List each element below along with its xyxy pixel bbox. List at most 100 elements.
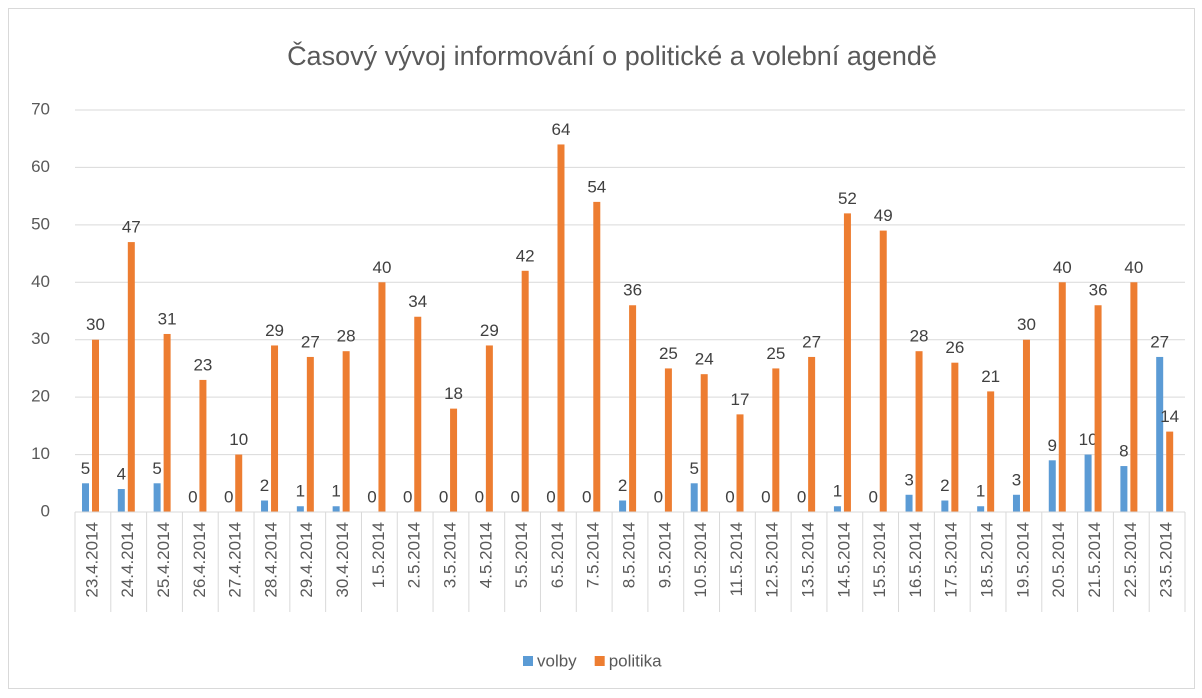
data-label: 54 xyxy=(587,177,606,196)
x-tick-label: 19.5.2014 xyxy=(1013,522,1032,598)
bar xyxy=(261,500,269,512)
data-label: 31 xyxy=(158,309,177,328)
y-tick-label: 30 xyxy=(31,329,50,348)
bar xyxy=(664,368,672,512)
x-tick-label: 16.5.2014 xyxy=(906,522,925,598)
legend-swatch xyxy=(523,656,533,666)
bar xyxy=(414,316,422,512)
x-tick-label: 12.5.2014 xyxy=(763,522,782,598)
x-tick-label: 27.4.2014 xyxy=(226,522,245,598)
bar xyxy=(127,242,135,513)
data-label: 29 xyxy=(480,321,499,340)
bar xyxy=(1156,356,1164,512)
data-label: 5 xyxy=(689,459,698,478)
x-tick-label: 23.4.2014 xyxy=(82,522,101,598)
data-label: 10 xyxy=(229,430,248,449)
data-label: 0 xyxy=(367,487,376,506)
bar xyxy=(1120,466,1128,512)
y-tick-label: 0 xyxy=(41,501,50,520)
y-tick-label: 70 xyxy=(31,99,50,118)
legend-label: volby xyxy=(537,651,577,670)
bar xyxy=(619,500,627,512)
data-label: 10 xyxy=(1079,430,1098,449)
legend-swatch xyxy=(594,656,605,666)
bar xyxy=(485,345,493,512)
data-label: 0 xyxy=(582,487,591,506)
data-label: 0 xyxy=(475,487,484,506)
x-tick-label: 8.5.2014 xyxy=(619,522,638,588)
x-tick-label: 7.5.2014 xyxy=(584,522,603,588)
x-tick-label: 1.5.2014 xyxy=(369,522,388,588)
bar xyxy=(557,144,565,512)
x-tick-label: 26.4.2014 xyxy=(190,522,209,598)
x-tick-label: 25.4.2014 xyxy=(154,522,173,598)
data-label: 2 xyxy=(260,476,269,495)
bar xyxy=(271,345,279,512)
data-label: 1 xyxy=(331,482,340,501)
x-tick-label: 30.4.2014 xyxy=(333,522,352,598)
x-tick-label: 20.5.2014 xyxy=(1049,522,1068,598)
bar xyxy=(1058,282,1066,512)
bar xyxy=(977,506,985,512)
data-label: 25 xyxy=(659,344,678,363)
data-label: 0 xyxy=(869,487,878,506)
data-label: 1 xyxy=(833,482,842,501)
x-tick-label: 28.4.2014 xyxy=(261,522,280,598)
x-tick-label: 22.5.2014 xyxy=(1121,522,1140,598)
bar xyxy=(450,408,458,512)
bar xyxy=(905,494,913,512)
data-label: 25 xyxy=(766,344,785,363)
data-label: 0 xyxy=(510,487,519,506)
data-label: 0 xyxy=(654,487,663,506)
bar xyxy=(153,483,161,512)
bar xyxy=(117,489,125,512)
data-label: 17 xyxy=(731,390,750,409)
x-tick-label: 6.5.2014 xyxy=(548,522,567,588)
data-label: 5 xyxy=(81,459,90,478)
bar xyxy=(199,379,207,512)
x-tick-label: 29.4.2014 xyxy=(297,522,316,598)
bar xyxy=(378,282,386,512)
bar xyxy=(163,333,171,512)
bar xyxy=(1166,431,1174,512)
bar xyxy=(332,506,340,512)
data-label: 28 xyxy=(337,327,356,346)
data-label: 27 xyxy=(301,332,320,351)
data-label: 5 xyxy=(152,459,161,478)
data-label: 0 xyxy=(725,487,734,506)
data-label: 0 xyxy=(797,487,806,506)
bar xyxy=(521,270,529,512)
data-label: 3 xyxy=(904,470,913,489)
bar xyxy=(833,506,841,512)
data-label: 52 xyxy=(838,189,857,208)
data-label: 1 xyxy=(296,482,305,501)
data-label: 24 xyxy=(695,350,714,369)
bar xyxy=(593,201,601,512)
data-label: 14 xyxy=(1160,407,1179,426)
data-label: 3 xyxy=(1012,470,1021,489)
x-tick-label: 11.5.2014 xyxy=(727,522,746,596)
data-label: 0 xyxy=(403,487,412,506)
bar xyxy=(736,414,744,512)
x-tick-label: 2.5.2014 xyxy=(405,522,424,588)
data-label: 4 xyxy=(117,465,126,484)
bar xyxy=(342,351,350,512)
data-label: 0 xyxy=(188,487,197,506)
bar xyxy=(1130,282,1138,512)
data-label: 21 xyxy=(981,367,1000,386)
x-tick-label: 3.5.2014 xyxy=(440,522,459,588)
bar xyxy=(82,483,89,512)
y-tick-label: 10 xyxy=(31,444,50,463)
bar xyxy=(987,391,995,512)
data-label: 1 xyxy=(976,482,985,501)
data-label: 42 xyxy=(516,246,535,265)
bar xyxy=(306,356,314,512)
y-tick-label: 50 xyxy=(31,214,50,233)
x-tick-label: 24.4.2014 xyxy=(118,522,137,598)
data-label: 9 xyxy=(1048,436,1057,455)
y-tick-label: 20 xyxy=(31,387,50,406)
x-tick-label: 17.5.2014 xyxy=(942,522,961,598)
bar xyxy=(951,362,959,512)
data-label: 2 xyxy=(940,476,949,495)
